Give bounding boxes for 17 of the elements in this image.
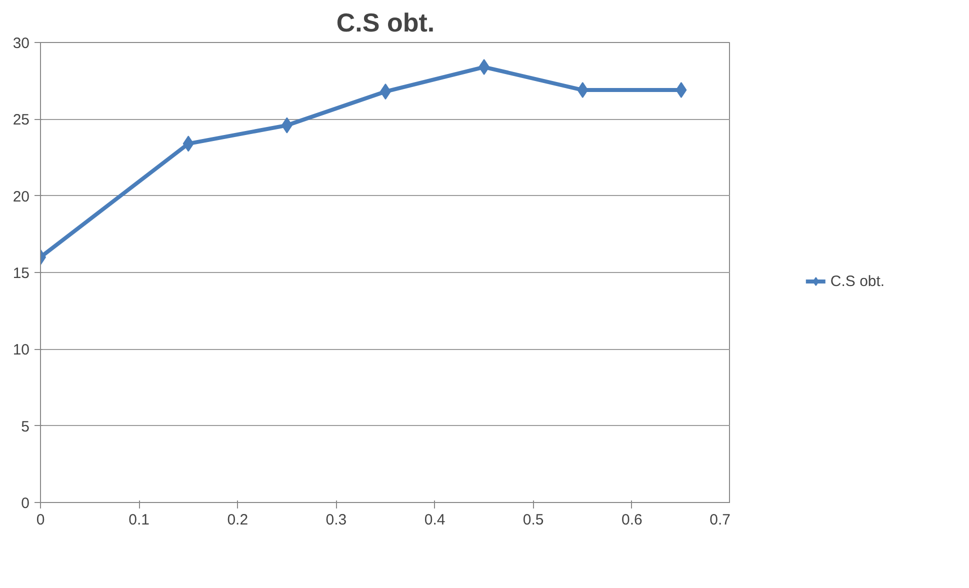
x-tick-label: 0.1 <box>128 512 150 528</box>
chart-title: C.S obt. <box>336 8 435 38</box>
y-tick-label: 15 <box>12 265 30 282</box>
x-tick-label: 0 <box>36 512 45 528</box>
y-tick-label: 25 <box>12 112 30 129</box>
x-tick-label: 0.6 <box>622 512 642 528</box>
y-tick-label: 10 <box>12 342 30 359</box>
legend-label: C.S obt. <box>830 272 885 290</box>
x-tick-label: 0.4 <box>424 512 446 528</box>
y-tick-label: 20 <box>12 188 30 206</box>
y-tick-label: 30 <box>12 35 30 52</box>
x-tick-label: 0.2 <box>227 512 248 528</box>
x-tick-label: 0.3 <box>326 512 347 528</box>
y-tick-label: 5 <box>21 418 30 436</box>
y-tick-label: 0 <box>21 495 30 512</box>
x-tick-label: 0.5 <box>522 512 544 528</box>
x-tick-label: 0.7 <box>710 512 731 528</box>
